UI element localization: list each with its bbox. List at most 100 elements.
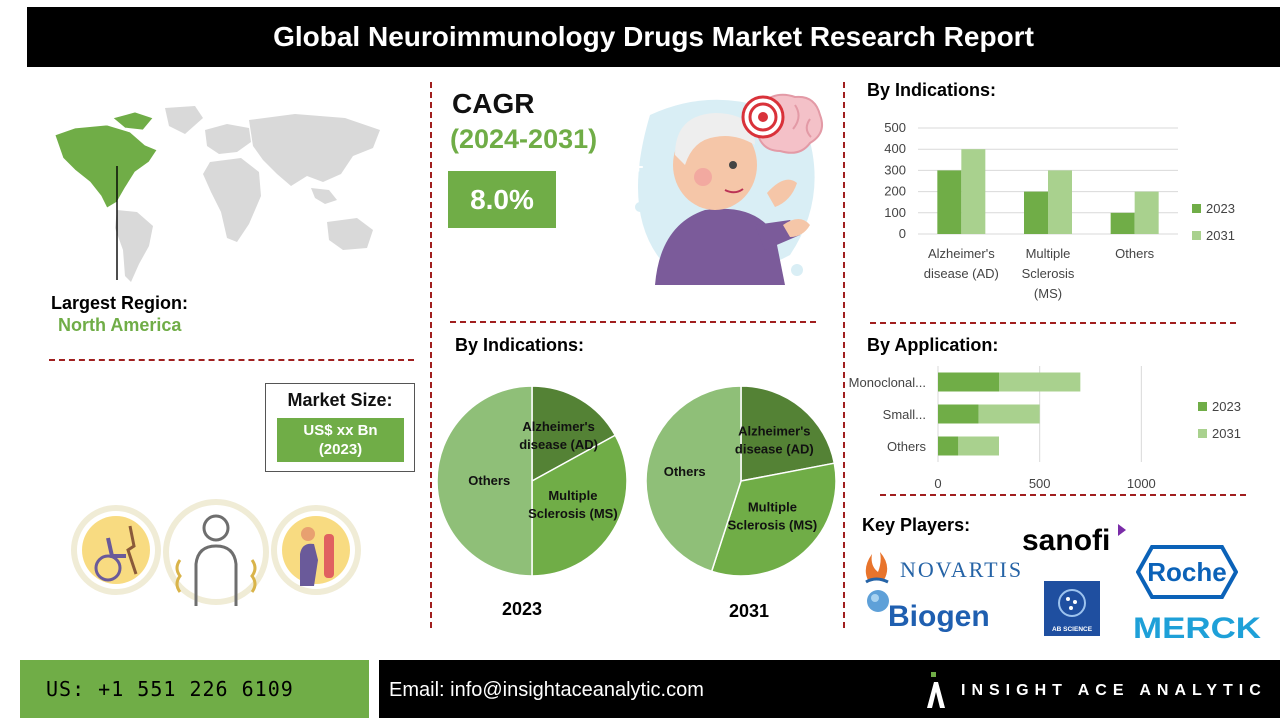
pie-slice-2	[645, 385, 742, 573]
biogen-text: Biogen	[888, 600, 990, 633]
pie-label: Multiple	[548, 488, 597, 503]
body-tremor-icon	[194, 544, 238, 606]
ab-science-logo: AB SCIENCE	[1044, 581, 1100, 636]
elderly-brain-illustration: +	[633, 93, 823, 285]
novartis-flame-icon	[865, 552, 888, 580]
market-size-box: Market Size: US$ xx Bn (2023)	[265, 383, 415, 472]
header-bar: Global Neuroimmunology Drugs Market Rese…	[27, 7, 1280, 67]
pie-label: Alzheimer's	[522, 419, 594, 434]
bar-2031-1	[1048, 170, 1072, 234]
market-size-value-box: US$ xx Bn (2023)	[277, 418, 404, 462]
bar-2023-0	[937, 170, 962, 234]
pie-2031-slices	[645, 385, 837, 577]
legend-label-2031: 2031	[1212, 426, 1241, 441]
pie-chart-2023: Alzheimer's disease (AD) Multiple Sclerosis…	[436, 385, 628, 577]
legend-swatch-2023	[1192, 204, 1201, 213]
patient-iv-icon	[300, 543, 318, 586]
pie-slice-1	[710, 462, 837, 577]
pie-chart-2031: Alzheimer's disease (AD) Multiple Sclerosis…	[645, 385, 837, 577]
bar-2031-2	[1134, 191, 1159, 234]
bar-2031-0	[999, 372, 1081, 392]
y-tick-label: 200	[884, 184, 906, 199]
x-tick-label: 500	[1029, 476, 1051, 491]
footer-email: Email: info@insightaceanalytic.com	[389, 679, 704, 701]
y-tick-label: Others	[887, 439, 927, 454]
application-bar-chart: 0 500 1000 Monoclonal... Small... Others 2023 2…	[849, 366, 1241, 491]
footer-contact-bar: Email: info@insightaceanalytic.com INSIG…	[379, 660, 1280, 718]
market-size-label: Market Size:	[287, 390, 393, 410]
roche-text: Roche	[1147, 557, 1226, 587]
y-tick-label: 400	[884, 141, 906, 156]
world-map	[54, 106, 380, 282]
x-tick-label: Others	[1115, 246, 1155, 261]
x-tick-label: Alzheimer's	[928, 246, 995, 261]
bar-2023-2	[1110, 212, 1135, 234]
x-tick-label: Sclerosis	[1022, 266, 1075, 281]
y-tick-label: Monoclonal...	[849, 375, 926, 390]
market-size-year: (2023)	[318, 441, 363, 458]
pie-slice-2	[436, 385, 533, 577]
roche-logo: Roche	[1136, 545, 1238, 599]
x-tick-label: 1000	[1127, 476, 1156, 491]
merck-text: MERCK	[1133, 612, 1261, 642]
x-tick-label: 0	[934, 476, 941, 491]
map-north-america	[54, 124, 158, 209]
y-tick-label: 500	[884, 120, 906, 135]
pie-label: Sclerosis (MS)	[728, 518, 818, 533]
pie-label: Others	[468, 473, 510, 488]
pie-label: disease (AD)	[735, 442, 814, 457]
y-tick-label: 300	[884, 162, 906, 177]
pie-label: disease (AD)	[519, 437, 598, 452]
pie-label: Multiple	[748, 500, 797, 515]
footer-phone-bar: US: +1 551 226 6109	[20, 660, 369, 718]
cagr-value: 8.0%	[448, 171, 556, 228]
x-tick-label: Multiple	[1026, 246, 1071, 261]
svg-text:+: +	[633, 157, 644, 177]
region-label: Largest Region:	[51, 293, 189, 313]
region-value: North America	[58, 315, 182, 335]
legend-label-2023: 2023	[1206, 201, 1235, 216]
legend-swatch-2031	[1198, 429, 1207, 438]
y-tick-label: 0	[899, 226, 906, 241]
pie-label: Others	[664, 464, 706, 479]
footer-phone: US: +1 551 226 6109	[46, 677, 294, 701]
market-size-value: US$ xx Bn	[303, 422, 378, 439]
biogen-globe-icon	[867, 590, 889, 612]
bar-2023-1	[938, 404, 979, 424]
novartis-logo: NOVARTIS	[865, 552, 1023, 584]
sanofi-logo: sanofi	[1022, 524, 1126, 557]
pie-2031-title: 2031	[729, 601, 770, 621]
divider-right	[843, 82, 845, 628]
merck-logo: MERCK	[1133, 612, 1261, 642]
health-icons	[71, 499, 361, 606]
legend-label-2031: 2031	[1206, 228, 1235, 243]
bar-2031-1	[978, 404, 1040, 424]
x-tick-label: disease (AD)	[924, 266, 999, 281]
ab-science-text: AB SCIENCE	[1052, 626, 1093, 633]
legend-swatch-2031	[1192, 231, 1201, 240]
pie-label: Alzheimer's	[738, 424, 810, 439]
sanofi-text: sanofi	[1022, 524, 1110, 557]
divider-region	[49, 359, 414, 361]
pie-2031-labels: Alzheimer's disease (AD) Multiple Sclerosis…	[664, 424, 817, 533]
footer-brand: INSIGHT ACE ANALYTIC	[961, 682, 1267, 699]
biogen-logo: Biogen	[867, 590, 990, 633]
bar-2023-1	[1024, 191, 1048, 234]
pie-2023-slices	[436, 385, 628, 577]
legend-swatch-2023	[1198, 402, 1207, 411]
bar-2023-0	[938, 372, 999, 392]
bars-section-title: By Indications:	[867, 80, 997, 100]
divider-indications	[870, 322, 1236, 324]
novartis-text: NOVARTIS	[900, 557, 1023, 582]
pie-2023-title: 2023	[502, 599, 543, 619]
key-players-title: Key Players:	[862, 515, 971, 535]
insight-ace-logo-icon	[927, 672, 945, 708]
indications-bar-chart: 0 100 200 300 400 500 Alzheimer's disease (AD) M…	[884, 120, 1235, 301]
bar-2031-0	[961, 149, 986, 234]
y-tick-label: Small...	[883, 407, 926, 422]
pie-slice-0	[740, 385, 836, 482]
pies-section-title: By Indications:	[455, 335, 585, 355]
bar-2023-2	[938, 436, 959, 456]
pie-slice-0	[531, 385, 617, 483]
divider-left	[430, 82, 432, 628]
